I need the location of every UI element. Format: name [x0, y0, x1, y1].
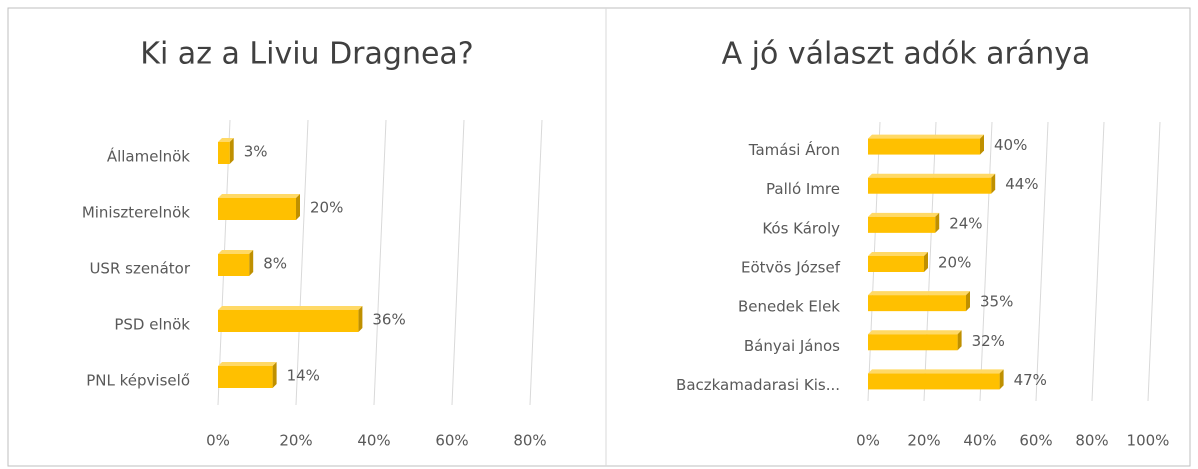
- bar: [218, 366, 273, 388]
- value-label: 44%: [1005, 175, 1038, 193]
- grid-line: [529, 119, 543, 406]
- bar: [868, 138, 980, 155]
- x-tick-label: 0%: [206, 432, 230, 450]
- x-tick-label: 40%: [357, 432, 390, 450]
- bar-side: [966, 291, 970, 312]
- y-tick-label: Államelnök: [107, 147, 190, 166]
- value-label: 8%: [263, 255, 287, 273]
- chart-title: Ki az a Liviu Dragnea?: [140, 37, 473, 72]
- bar-top: [868, 134, 984, 139]
- grid-line: [451, 119, 465, 406]
- bar-top: [218, 306, 363, 310]
- bar-side: [980, 134, 984, 155]
- bar: [868, 177, 992, 194]
- value-label: 35%: [980, 293, 1013, 311]
- value-label: 20%: [310, 199, 343, 217]
- bar: [868, 373, 1000, 390]
- value-label: 20%: [938, 254, 971, 272]
- x-tick-label: 100%: [1127, 432, 1170, 450]
- bar-top: [868, 291, 970, 296]
- bar-top: [868, 173, 996, 178]
- y-tick-label: Kós Károly: [762, 219, 840, 237]
- x-tick-label: 20%: [279, 432, 312, 450]
- bar-top: [218, 362, 277, 366]
- x-tick-label: 80%: [513, 432, 546, 450]
- y-tick-label: PSD elnök: [114, 316, 190, 334]
- bar: [218, 254, 250, 276]
- grid-line: [1035, 121, 1049, 402]
- bar: [218, 198, 296, 220]
- bar-top: [868, 212, 940, 217]
- bar-top: [218, 138, 234, 142]
- y-tick-label: PNL képviselő: [86, 372, 190, 390]
- bar-top: [218, 250, 254, 254]
- bar-top: [868, 252, 928, 256]
- value-label: 24%: [949, 214, 982, 232]
- bar-side: [991, 173, 996, 194]
- bar: [868, 334, 958, 351]
- bar: [218, 142, 230, 164]
- bar-side: [249, 250, 254, 276]
- grid-line: [1091, 121, 1105, 402]
- bar: [868, 216, 936, 233]
- grid-line: [923, 121, 937, 402]
- chart-title: A jó választ adók aránya: [722, 37, 1091, 72]
- value-label: 3%: [244, 143, 268, 161]
- grid-line: [373, 119, 387, 406]
- bar-side: [296, 194, 300, 220]
- y-tick-label: Eötvös József: [741, 259, 841, 277]
- y-tick-label: Miniszterelnök: [82, 204, 190, 222]
- y-tick-label: Palló Imre: [766, 180, 840, 198]
- bar-side: [999, 369, 1004, 390]
- x-tick-label: 0%: [856, 432, 880, 450]
- bar-top: [868, 369, 1004, 374]
- y-tick-label: Tamási Áron: [748, 140, 840, 159]
- bar: [868, 295, 966, 312]
- y-tick-label: Benedek Elek: [738, 298, 840, 316]
- frame: [7, 7, 1191, 467]
- y-tick-label: USR szenátor: [89, 260, 190, 278]
- value-label: 32%: [972, 332, 1005, 350]
- value-label: 14%: [287, 367, 320, 385]
- bar-side: [358, 306, 363, 332]
- grid-line: [979, 121, 993, 402]
- bar-top: [868, 330, 962, 335]
- value-label: 36%: [372, 311, 405, 329]
- bar-side: [924, 252, 928, 272]
- value-label: 40%: [994, 136, 1027, 154]
- y-tick-label: Baczkamadarasi Kis...: [676, 376, 840, 394]
- grid-line: [1147, 121, 1161, 402]
- bar-side: [935, 212, 940, 233]
- x-tick-label: 20%: [907, 432, 940, 450]
- x-tick-label: 60%: [1019, 432, 1052, 450]
- bar: [868, 256, 924, 272]
- bar: [218, 310, 359, 332]
- x-tick-label: 80%: [1075, 432, 1108, 450]
- bar-side: [229, 138, 234, 164]
- bar-side: [272, 362, 277, 388]
- x-tick-label: 40%: [963, 432, 996, 450]
- bar-side: [957, 330, 962, 351]
- x-tick-label: 60%: [435, 432, 468, 450]
- bar-top: [218, 194, 300, 198]
- y-tick-label: Bányai János: [744, 337, 840, 355]
- value-label: 47%: [1014, 371, 1047, 389]
- grid-line: [295, 119, 309, 406]
